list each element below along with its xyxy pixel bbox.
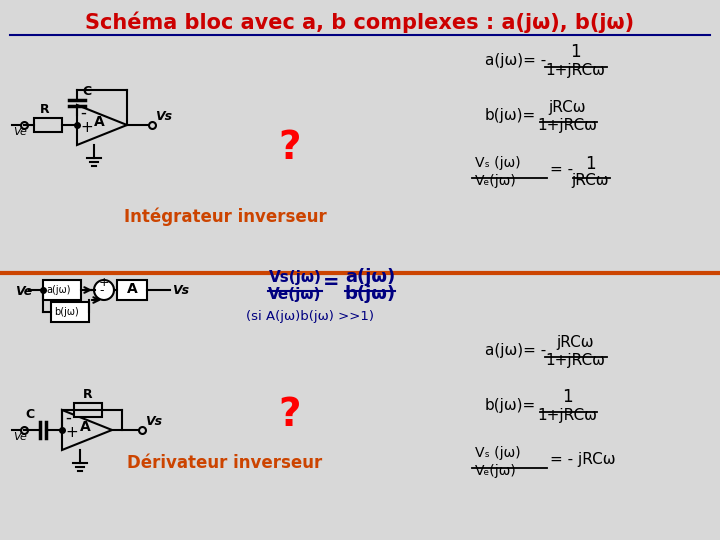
Text: a(jω): a(jω) [46,285,71,295]
Text: 1: 1 [570,43,580,61]
Text: +: + [99,276,109,289]
Text: +: + [80,120,93,135]
Text: b(jω)=: b(jω)= [485,398,536,413]
Bar [74,403,102,417]
Text: b(jω)=: b(jω)= [485,108,536,123]
Text: Schéma bloc avec a, b complexes : a(jω), b(jω): Schéma bloc avec a, b complexes : a(jω),… [86,11,634,33]
Text: -: - [80,104,86,122]
Bar [117,280,147,300]
Text: Vs: Vs [155,110,172,123]
Bar [51,302,89,322]
Text: jRCω: jRCω [571,173,608,188]
Text: (si A(jω)b(jω) >>1): (si A(jω)b(jω) >>1) [246,310,374,323]
Text: 1+jRCω: 1+jRCω [537,408,597,423]
Text: 1: 1 [585,155,595,173]
Text: R: R [40,103,50,116]
Text: = - jRCω: = - jRCω [550,452,616,467]
Text: 1+jRCω: 1+jRCω [537,118,597,133]
Text: A: A [80,420,91,434]
Text: Vₑ(jω): Vₑ(jω) [475,464,517,478]
Text: 1+jRCω: 1+jRCω [545,63,605,78]
Text: ?: ? [279,129,301,167]
Text: a(jω)= -: a(jω)= - [485,53,546,68]
Text: jRCω: jRCω [557,335,594,350]
Text: =: = [323,273,339,292]
Text: Vₛ (jω): Vₛ (jω) [475,446,521,460]
Text: A: A [94,115,104,129]
Text: 1: 1 [562,388,572,406]
Text: A: A [127,282,138,296]
Text: R: R [83,388,93,401]
Text: a(jω): a(jω) [345,268,395,286]
Text: Ve: Ve [15,285,32,298]
Text: C: C [25,408,34,421]
Text: 1+jRCω: 1+jRCω [545,353,605,368]
Text: Vₑ(jω): Vₑ(jω) [475,174,517,188]
Text: Vₛ (jω): Vₛ (jω) [475,156,521,170]
Text: Dérivateur inverseur: Dérivateur inverseur [127,454,323,472]
Text: Vs: Vs [145,415,162,428]
Text: jRCω: jRCω [548,100,586,115]
Text: ?: ? [279,396,301,434]
Bar [43,280,81,300]
Text: = -: = - [550,162,573,177]
Text: b(jω): b(jω) [54,307,78,317]
Text: Vs: Vs [172,284,189,297]
Text: -: - [65,409,71,427]
Bar [34,118,62,132]
Text: Intégrateur inverseur: Intégrateur inverseur [124,207,326,226]
Text: a(jω)= -: a(jω)= - [485,343,546,358]
Circle shape [94,280,114,300]
Text: Ve(jω): Ve(jω) [269,287,322,302]
Text: Ve: Ve [13,127,27,137]
Text: Vs(jω): Vs(jω) [269,270,321,285]
Text: C: C [82,85,91,98]
Text: Ve: Ve [13,432,27,442]
Text: -: - [99,284,104,297]
Text: b(jω): b(jω) [344,285,395,303]
Text: +: + [65,425,78,440]
